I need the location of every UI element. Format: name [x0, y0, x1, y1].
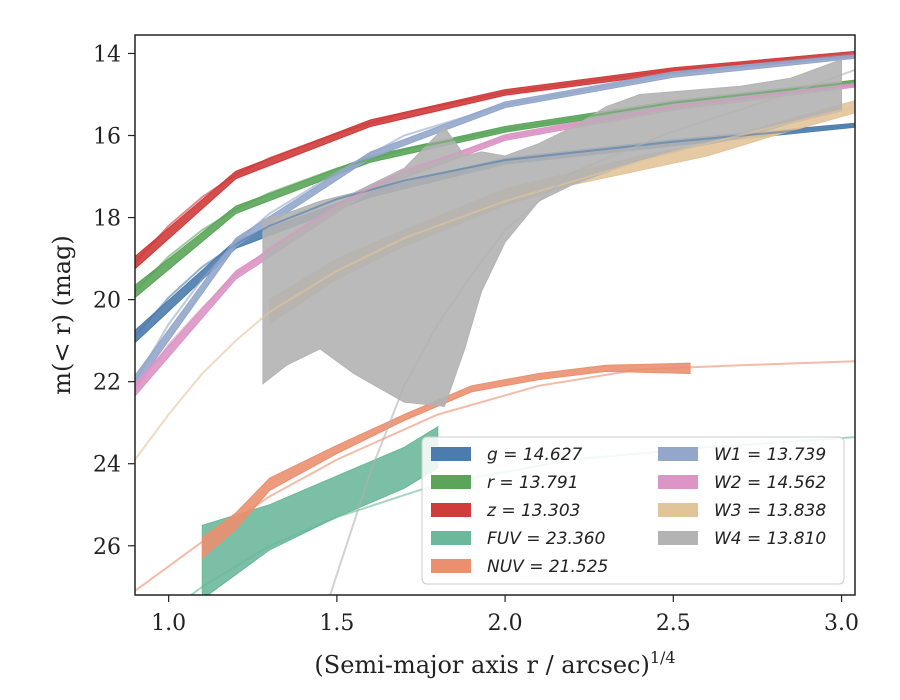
legend-entry: W4 = 13.810	[714, 529, 826, 549]
y-tick-label: 24	[93, 453, 121, 478]
model-curve-z	[135, 52, 855, 264]
legend-entry: r = 13.791	[487, 473, 579, 493]
band-w4	[262, 58, 842, 407]
y-tick-label: 18	[93, 207, 121, 232]
x-tick-label: 2.5	[656, 611, 691, 636]
model-curve-w2	[135, 83, 855, 391]
legend: g = 14.627 r = 13.791 z = 13.303 FUV = 23.3…	[421, 436, 845, 585]
legend-entry: W3 = 13.838	[714, 501, 826, 521]
x-axis-label: (Semi-major axis r / arcsec)1/4	[314, 648, 675, 679]
plot-frame	[134, 34, 856, 596]
y-tick-label: 14	[93, 42, 121, 67]
legend-entry: g = 14.627	[487, 445, 583, 465]
model-curve-w4	[329, 68, 855, 595]
model-curve-nuv	[135, 360, 855, 592]
legend-swatch	[431, 447, 471, 461]
y-tick-label: 20	[93, 289, 121, 314]
model-curve-g	[135, 124, 855, 338]
x-axis-ticks: 1.0 1.5 2.0 2.5 3.0	[151, 595, 859, 636]
legend-swatch	[658, 475, 698, 489]
model-curve-w3	[135, 105, 855, 461]
x-tick-label: 1.0	[151, 611, 186, 636]
legend-swatch	[431, 503, 471, 517]
y-axis-ticks: 14 16 18 20 22 24 26	[93, 42, 135, 560]
legend-swatch	[431, 559, 471, 573]
band-w1	[135, 52, 855, 389]
x-tick-label: 1.5	[319, 611, 354, 636]
legend-entry: z = 13.303	[486, 501, 580, 521]
legend-entry: NUV = 21.525	[487, 557, 608, 577]
y-tick-label: 16	[93, 125, 121, 150]
model-curve-r	[135, 81, 855, 293]
x-tick-label: 2.0	[488, 611, 523, 636]
legend-swatch	[431, 531, 471, 545]
legend-box	[421, 436, 845, 585]
model-curve-w1	[135, 54, 855, 383]
legend-entry: W1 = 13.739	[714, 445, 826, 465]
x-tick-label: 3.0	[824, 611, 859, 636]
legend-entry: W2 = 14.562	[714, 473, 826, 493]
y-tick-label: 26	[93, 535, 121, 560]
legend-swatch	[658, 531, 698, 545]
legend-entry: FUV = 23.360	[487, 529, 605, 549]
legend-swatch	[658, 503, 698, 517]
y-axis-label: m(< r) (mag)	[48, 235, 76, 394]
legend-swatch	[658, 447, 698, 461]
legend-swatch	[431, 475, 471, 489]
y-tick-label: 22	[93, 371, 121, 396]
